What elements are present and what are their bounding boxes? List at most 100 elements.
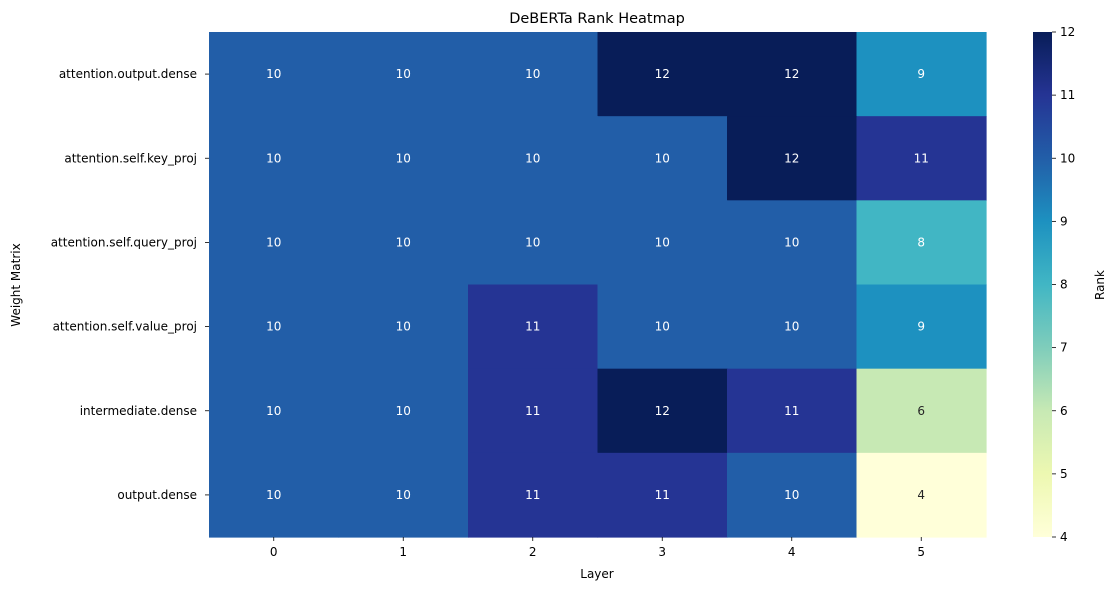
heatmap-cell bbox=[209, 32, 340, 117]
cell-value-label: 10 bbox=[396, 488, 411, 502]
heatmap-cell bbox=[338, 32, 469, 117]
heatmap-cell bbox=[727, 368, 858, 454]
heatmap-cell bbox=[727, 200, 858, 286]
heatmap-cell bbox=[856, 200, 987, 286]
colorbar-tick-label: 11 bbox=[1060, 88, 1075, 102]
y-tick-label: attention.self.query_proj bbox=[51, 235, 197, 249]
y-tick-label: output.dense bbox=[117, 488, 197, 502]
cell-value-label: 11 bbox=[784, 404, 799, 418]
cell-value-label: 12 bbox=[784, 151, 799, 165]
cell-labels: 10 10 10 12 12 9 10 10 10 10 12 11 10 10 10 10 10 8 10 10 11… bbox=[266, 67, 929, 502]
colorbar-tick-label: 8 bbox=[1060, 278, 1068, 292]
colorbar-tick-label: 6 bbox=[1060, 404, 1068, 418]
cell-value-label: 12 bbox=[655, 67, 670, 81]
y-tick-label: attention.self.value_proj bbox=[53, 320, 197, 334]
heatmap-cells bbox=[209, 32, 987, 538]
heatmap-cell bbox=[727, 116, 858, 201]
y-tick-label: intermediate.dense bbox=[80, 404, 197, 418]
heatmap-cell bbox=[856, 452, 987, 538]
heatmap-cell bbox=[856, 284, 987, 370]
x-tick-label: 2 bbox=[529, 545, 537, 559]
x-tick-label: 0 bbox=[270, 545, 278, 559]
x-tick-label: 1 bbox=[399, 545, 407, 559]
heatmap-cell bbox=[338, 116, 469, 201]
cell-value-label: 9 bbox=[917, 320, 925, 334]
y-axis-title: Weight Matrix bbox=[9, 243, 23, 326]
heatmap-cell bbox=[209, 200, 340, 286]
heatmap-cell bbox=[468, 368, 599, 454]
colorbar-tick-label: 9 bbox=[1060, 214, 1068, 228]
cell-value-label: 12 bbox=[655, 404, 670, 418]
heatmap-cell bbox=[468, 32, 599, 117]
cell-value-label: 10 bbox=[266, 320, 281, 334]
heatmap-cell bbox=[597, 368, 728, 454]
heatmap-cell bbox=[597, 284, 728, 370]
heatmap-cell bbox=[338, 368, 469, 454]
cell-value-label: 10 bbox=[266, 67, 281, 81]
y-axis-ticks: attention.output.dense attention.self.key… bbox=[51, 67, 209, 502]
cell-value-label: 10 bbox=[655, 320, 670, 334]
cell-value-label: 10 bbox=[396, 151, 411, 165]
heatmap-cell bbox=[597, 452, 728, 538]
cell-value-label: 10 bbox=[266, 488, 281, 502]
colorbar-tick-label: 5 bbox=[1060, 467, 1068, 481]
x-axis-title: Layer bbox=[580, 567, 614, 581]
cell-value-label: 10 bbox=[655, 151, 670, 165]
cell-value-label: 10 bbox=[396, 67, 411, 81]
heatmap-cell bbox=[209, 116, 340, 201]
y-tick-label: attention.self.key_proj bbox=[64, 151, 197, 165]
cell-value-label: 9 bbox=[917, 67, 925, 81]
cell-value-label: 10 bbox=[266, 151, 281, 165]
cell-value-label: 6 bbox=[917, 404, 925, 418]
heatmap-cell bbox=[209, 452, 340, 538]
heatmap-cell bbox=[856, 32, 987, 117]
cell-value-label: 10 bbox=[396, 235, 411, 249]
cell-value-label: 11 bbox=[914, 151, 929, 165]
heatmap-cell bbox=[597, 200, 728, 286]
cell-value-label: 11 bbox=[525, 320, 540, 334]
cell-value-label: 10 bbox=[266, 404, 281, 418]
colorbar-tick-label: 7 bbox=[1060, 341, 1068, 355]
heatmap-cell bbox=[856, 368, 987, 454]
colorbar bbox=[1033, 32, 1052, 537]
cell-value-label: 10 bbox=[655, 235, 670, 249]
x-tick-label: 5 bbox=[917, 545, 925, 559]
heatmap-cell bbox=[856, 116, 987, 201]
cell-value-label: 10 bbox=[266, 235, 281, 249]
x-tick-label: 4 bbox=[788, 545, 796, 559]
colorbar-tick-label: 10 bbox=[1060, 151, 1075, 165]
cell-value-label: 11 bbox=[525, 488, 540, 502]
cell-value-label: 10 bbox=[396, 404, 411, 418]
heatmap-cell bbox=[338, 284, 469, 370]
cell-value-label: 11 bbox=[525, 404, 540, 418]
heatmap-cell bbox=[468, 452, 599, 538]
cell-value-label: 10 bbox=[525, 67, 540, 81]
chart-title: DeBERTa Rank Heatmap bbox=[509, 11, 685, 27]
heatmap-cell bbox=[209, 368, 340, 454]
heatmap-cell bbox=[597, 116, 728, 201]
colorbar-tick-label: 12 bbox=[1060, 25, 1075, 39]
heatmap-cell bbox=[338, 452, 469, 538]
heatmap-cell bbox=[209, 284, 340, 370]
colorbar-tick-label: 4 bbox=[1060, 530, 1068, 544]
x-axis-ticks: 0 1 2 3 4 5 bbox=[270, 537, 925, 559]
heatmap-cell bbox=[727, 32, 858, 117]
heatmap-cell bbox=[727, 452, 858, 538]
cell-value-label: 12 bbox=[784, 67, 799, 81]
cell-value-label: 4 bbox=[917, 488, 925, 502]
cell-value-label: 10 bbox=[784, 488, 799, 502]
heatmap-cell bbox=[597, 32, 728, 117]
cell-value-label: 10 bbox=[525, 235, 540, 249]
cell-value-label: 8 bbox=[917, 235, 925, 249]
heatmap-cell bbox=[727, 284, 858, 370]
colorbar-ticks: 4 5 6 7 8 9 10 11 12 bbox=[1052, 25, 1075, 544]
cell-value-label: 10 bbox=[396, 320, 411, 334]
y-tick-label: attention.output.dense bbox=[59, 67, 197, 81]
cell-value-label: 10 bbox=[784, 235, 799, 249]
cell-value-label: 10 bbox=[525, 151, 540, 165]
heatmap-cell bbox=[468, 116, 599, 201]
cell-value-label: 10 bbox=[784, 320, 799, 334]
heatmap-cell bbox=[338, 200, 469, 286]
x-tick-label: 3 bbox=[658, 545, 666, 559]
